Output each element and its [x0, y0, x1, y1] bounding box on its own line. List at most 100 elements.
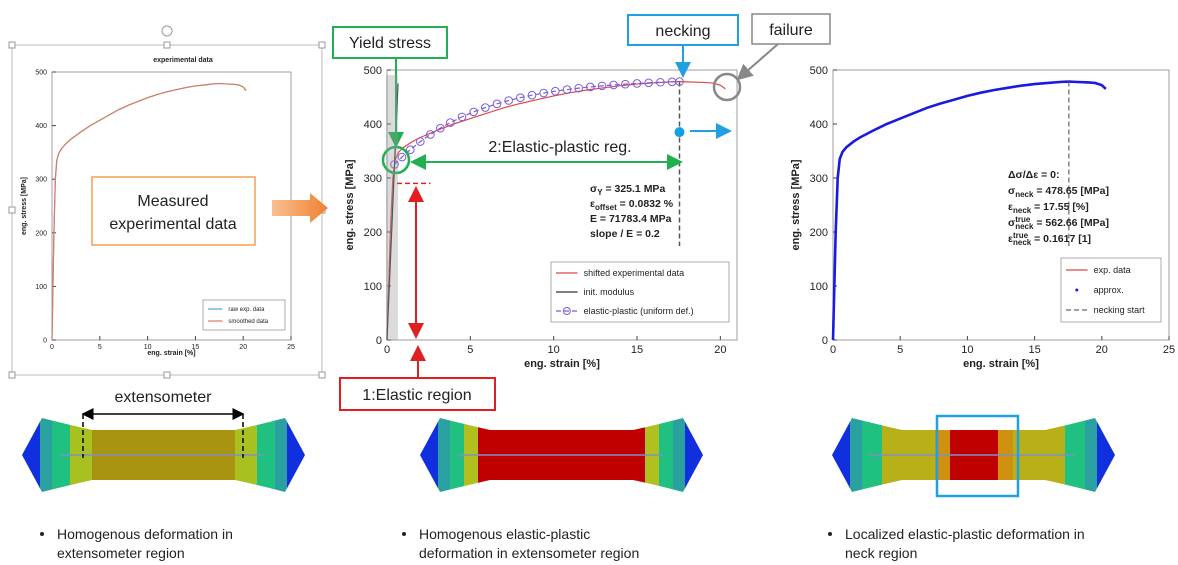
y-tick-label: 100	[810, 281, 828, 293]
stat-note-part: neck	[1015, 222, 1034, 231]
specimen-band	[850, 410, 862, 500]
y-tick-label: 300	[364, 173, 382, 185]
stat-note-part: σ	[1008, 185, 1015, 197]
stat-note-part: = 0.0832 %	[617, 198, 674, 210]
failure-circle	[714, 74, 740, 100]
stat-note-part: slope / E = 0.2	[590, 228, 660, 240]
specimen-band	[275, 410, 287, 500]
specimen	[810, 410, 1140, 500]
stat-note-part: neck	[1013, 206, 1032, 215]
legend-label: raw exp. data	[228, 307, 265, 313]
x-axis-label: eng. strain [%]	[963, 358, 1039, 370]
yield-label: Yield stress	[349, 35, 431, 52]
bullet-text: Homogenous elastic-plastic	[419, 526, 590, 542]
x-tick-label: 0	[50, 344, 54, 351]
slide: experimental data05101520250100200300400…	[0, 0, 1178, 565]
legend-box	[203, 300, 285, 330]
stat-note-part: Δσ/Δε = 0:	[1008, 169, 1059, 181]
specimen-band	[287, 410, 330, 500]
stat-note-part: = 478.65 [MPa]	[1033, 185, 1109, 197]
x-tick-label: 5	[98, 344, 102, 351]
stat-note: εoffset = 0.0832 %	[590, 198, 674, 212]
y-tick-label: 300	[35, 177, 47, 184]
y-tick-label: 200	[810, 227, 828, 239]
x-tick-label: 0	[384, 344, 390, 356]
stat-note-part: σ	[590, 183, 597, 195]
x-tick-label: 10	[961, 344, 973, 356]
y-tick-label: 0	[822, 335, 828, 347]
x-tick-label: 15	[1028, 344, 1040, 356]
legend-label: necking start	[1094, 305, 1146, 315]
measured-label: Measured	[137, 193, 208, 210]
x-tick-label: 20	[239, 344, 247, 351]
stat-note-part: neck	[1013, 238, 1032, 247]
x-tick-label: 0	[830, 344, 836, 356]
specimen	[0, 410, 330, 500]
y-tick-label: 500	[364, 65, 382, 77]
specimen-band	[685, 410, 728, 500]
stat-note: E = 71783.4 MPa	[590, 213, 672, 225]
specimen-band	[398, 410, 438, 500]
bullet-dot	[40, 532, 44, 536]
elastic-shade	[386, 75, 398, 340]
specimen	[398, 410, 728, 500]
x-tick-label: 10	[548, 344, 560, 356]
legend-swatch	[1075, 289, 1078, 292]
stat-note: Δσ/Δε = 0:	[1008, 169, 1059, 181]
y-tick-label: 300	[810, 173, 828, 185]
legend-label: approx.	[1094, 285, 1124, 295]
measured-label: experimental data	[109, 216, 236, 233]
stat-note-part: σ	[1008, 217, 1015, 229]
x-tick-label: 15	[631, 344, 643, 356]
x-axis-label: eng. strain [%]	[147, 350, 195, 357]
specimen-band	[810, 410, 850, 500]
x-tick-label: 25	[1163, 344, 1175, 356]
y-tick-label: 500	[35, 69, 47, 76]
x-tick-label: 5	[467, 344, 473, 356]
x-tick-label: 20	[714, 344, 726, 356]
specimen-band	[40, 410, 52, 500]
x-tick-label: 5	[897, 344, 903, 356]
y-axis-label: eng. stress [MPa]	[21, 177, 28, 235]
failure-label: failure	[769, 22, 813, 39]
bullet-text: deformation in extensometer region	[419, 545, 639, 561]
stat-note: σY = 325.1 MPa	[590, 183, 665, 197]
y-tick-label: 0	[376, 335, 382, 347]
y-axis-label: eng. stress [MPa]	[344, 159, 356, 250]
bullet-text: Homogenous deformation in	[57, 526, 233, 542]
legend-label: exp. data	[1094, 265, 1131, 275]
x-axis-label: eng. strain [%]	[524, 358, 600, 370]
y-tick-label: 100	[35, 284, 47, 291]
specimen-band	[1085, 410, 1097, 500]
elastic-plastic-label: 2:Elastic-plastic reg.	[488, 139, 631, 156]
chart: 051015200100200300400500eng. strain [%]e…	[344, 65, 737, 370]
legend-label: smoothed data	[228, 319, 268, 325]
y-tick-label: 500	[810, 65, 828, 77]
y-tick-label: 0	[43, 337, 47, 344]
bullet-text: neck region	[845, 545, 917, 561]
failure-arrow	[738, 44, 778, 79]
specimen-band	[0, 410, 40, 500]
y-axis-label: eng. stress [MPa]	[790, 159, 802, 250]
y-tick-label: 400	[364, 119, 382, 131]
marker-point	[675, 127, 685, 137]
data-point	[470, 108, 478, 116]
stat-note-part: neck	[1015, 190, 1034, 199]
stat-note-part: = 17.55 [%]	[1031, 201, 1089, 213]
specimen-band	[438, 410, 450, 500]
chart-title: experimental data	[153, 57, 213, 64]
stat-note-part: = 0.1617 [1]	[1031, 233, 1091, 245]
legend-label: shifted experimental data	[584, 268, 685, 278]
bullet-text: extensometer region	[57, 545, 185, 561]
x-tick-label: 20	[1096, 344, 1108, 356]
extensometer-label: extensometer	[115, 389, 213, 406]
specimens	[0, 410, 1140, 500]
legend-label: init. modulus	[584, 287, 635, 297]
stat-note-part: E = 71783.4 MPa	[590, 213, 672, 225]
legend-label: elastic-plastic (uniform def.)	[584, 306, 694, 316]
stat-note-part: offset	[595, 203, 617, 212]
y-tick-label: 400	[35, 123, 47, 130]
